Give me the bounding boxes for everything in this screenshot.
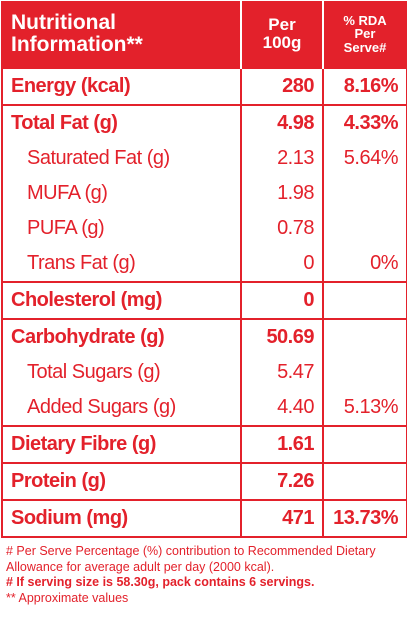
header-cell: % RDA Per Serve# bbox=[322, 1, 407, 68]
table-row: Energy (kcal) 280 8.16% bbox=[1, 68, 407, 105]
header-cell: Per 100g bbox=[240, 1, 324, 68]
rda-value: 8.16% bbox=[322, 68, 407, 105]
footnote: # If serving size is 58.30g, pack contai… bbox=[6, 575, 315, 590]
per-100g: 280 bbox=[240, 68, 324, 105]
rda-value bbox=[322, 319, 407, 355]
nutrient-name: Total Sugars (g) bbox=[1, 355, 242, 390]
footnote: ** Approximate values bbox=[6, 590, 129, 605]
nutrient-name: Sodium (mg) bbox=[1, 500, 242, 537]
rda-value bbox=[322, 426, 407, 463]
row-group: Total Fat (g) 4.98 4.33% Saturated Fat (g) 2… bbox=[1, 105, 407, 282]
nutrient-name: PUFA (g) bbox=[1, 211, 242, 246]
per-100g: 2.13 bbox=[240, 141, 324, 176]
table-row: Cholesterol (mg) 0 bbox=[1, 282, 407, 319]
table-row: Sodium (mg) 471 13.73% bbox=[1, 500, 407, 537]
footnotes: # Per Serve Percentage (%) contribution … bbox=[6, 544, 403, 607]
rda-value bbox=[322, 355, 407, 390]
per-100g: 4.98 bbox=[240, 105, 324, 141]
row-group: Protein (g) 7.26 bbox=[1, 463, 407, 500]
row-group: Carbohydrate (g) 50.69 Total Sugars (g) 5.4… bbox=[1, 319, 407, 426]
rda-value bbox=[322, 463, 407, 500]
nutrient-name: Protein (g) bbox=[1, 463, 242, 500]
row-group: Energy (kcal) 280 8.16% bbox=[1, 68, 407, 105]
nutrient-name: Energy (kcal) bbox=[1, 68, 242, 105]
footnote: # Per Serve Percentage (%) contribution … bbox=[6, 544, 376, 574]
table-row: Saturated Fat (g) 2.13 5.64% bbox=[1, 141, 407, 176]
per-100g: 50.69 bbox=[240, 319, 324, 355]
rda-value bbox=[322, 282, 407, 319]
nutrient-name: Trans Fat (g) bbox=[1, 246, 242, 282]
row-group: Sodium (mg) 471 13.73% bbox=[1, 500, 407, 537]
per-100g: 1.61 bbox=[240, 426, 324, 463]
rda-value: 0% bbox=[322, 246, 407, 282]
nutrient-name: Saturated Fat (g) bbox=[1, 141, 242, 176]
table-row: Trans Fat (g) 0 0% bbox=[1, 246, 407, 282]
nutrient-name: Added Sugars (g) bbox=[1, 390, 242, 426]
per-100g: 5.47 bbox=[240, 355, 324, 390]
per-100g: 471 bbox=[240, 500, 324, 537]
table-row: Protein (g) 7.26 bbox=[1, 463, 407, 500]
per-100g: 0.78 bbox=[240, 211, 324, 246]
per-100g: 0 bbox=[240, 246, 324, 282]
table-row: PUFA (g) 0.78 bbox=[1, 211, 407, 246]
table-row: Total Fat (g) 4.98 4.33% bbox=[1, 105, 407, 141]
rda-value: 13.73% bbox=[322, 500, 407, 537]
nutrient-name: Total Fat (g) bbox=[1, 105, 242, 141]
table-row: Total Sugars (g) 5.47 bbox=[1, 355, 407, 390]
table-row: MUFA (g) 1.98 bbox=[1, 176, 407, 211]
table-row: Carbohydrate (g) 50.69 bbox=[1, 319, 407, 355]
rda-value: 4.33% bbox=[322, 105, 407, 141]
nutrient-name: Dietary Fibre (g) bbox=[1, 426, 242, 463]
per-100g: 0 bbox=[240, 282, 324, 319]
table-row: Dietary Fibre (g) 1.61 bbox=[1, 426, 407, 463]
nutrient-name: Cholesterol (mg) bbox=[1, 282, 242, 319]
row-group: Cholesterol (mg) 0 bbox=[1, 282, 407, 319]
header-row: Nutritional Information** Per 100g % RDA… bbox=[1, 1, 407, 68]
table-header: Nutritional Information** Per 100g % RDA… bbox=[1, 1, 407, 68]
nutrient-name: Carbohydrate (g) bbox=[1, 319, 242, 355]
row-group: Dietary Fibre (g) 1.61 bbox=[1, 426, 407, 463]
rda-value bbox=[322, 211, 407, 246]
table-row: Added Sugars (g) 4.40 5.13% bbox=[1, 390, 407, 426]
rda-value bbox=[322, 176, 407, 211]
rda-value: 5.13% bbox=[322, 390, 407, 426]
per-100g: 7.26 bbox=[240, 463, 324, 500]
nutrition-table: Nutritional Information** Per 100g % RDA… bbox=[1, 1, 407, 538]
nutrient-name: MUFA (g) bbox=[1, 176, 242, 211]
header-cell: Nutritional Information** bbox=[1, 1, 242, 68]
per-100g: 4.40 bbox=[240, 390, 324, 426]
rda-value: 5.64% bbox=[322, 141, 407, 176]
per-100g: 1.98 bbox=[240, 176, 324, 211]
